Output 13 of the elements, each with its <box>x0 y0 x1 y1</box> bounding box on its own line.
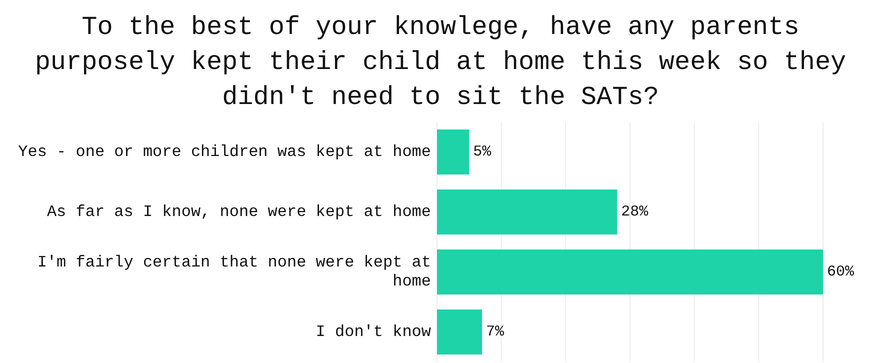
data-label: 5% <box>473 144 492 160</box>
data-label: 60% <box>827 264 856 280</box>
chart-title: To the best of your knowlege, have any parents purposely kept their child at home this week so they didn't need to sit the SATs? <box>34 12 846 112</box>
bar <box>437 310 482 354</box>
data-label: 7% <box>486 324 506 340</box>
y-tick-label: I don't know <box>316 323 432 341</box>
y-tick-label: I'm fairly certain that none were kept at home <box>37 254 431 290</box>
bar <box>437 250 823 294</box>
bar <box>437 130 470 174</box>
y-tick-label: Yes - one or more children was kept at home <box>18 143 431 161</box>
y-tick-label: As far as I know, none were kept at home <box>46 203 431 221</box>
data-label: 28% <box>621 204 650 220</box>
bar <box>437 190 618 234</box>
